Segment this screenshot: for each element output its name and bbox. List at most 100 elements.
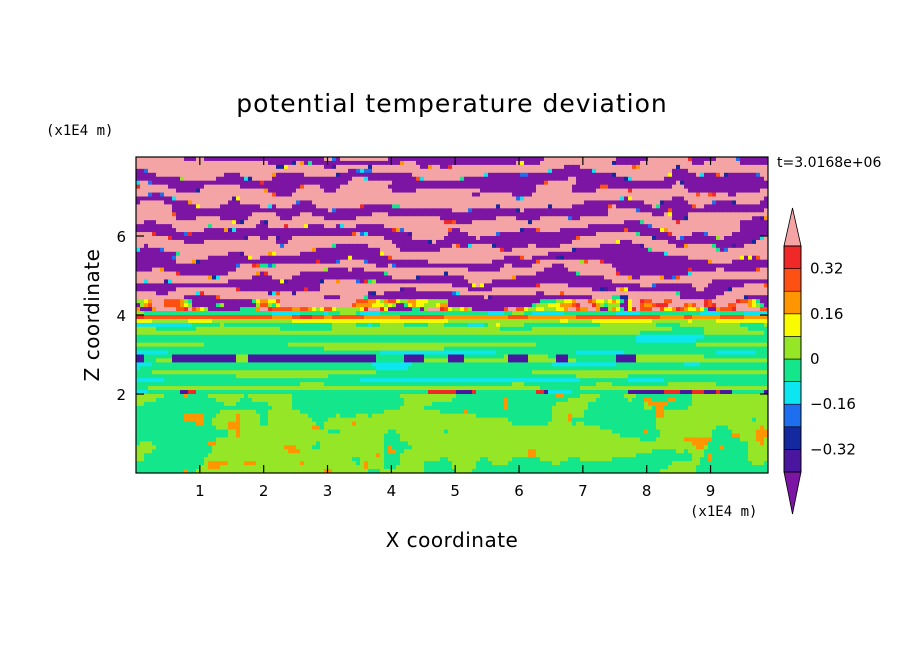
heatmap-cell [544,216,549,221]
heatmap-cell [696,276,701,281]
heatmap-cell [704,204,709,209]
heatmap-cell [440,165,445,170]
heatmap-cell [224,177,229,182]
heatmap-cell [620,197,625,202]
heatmap-cell [688,181,693,186]
heatmap-cell [648,244,653,249]
heatmap-cell [172,272,177,277]
heatmap-cell [360,193,365,198]
heatmap-cell [576,220,581,225]
heatmap-cell [756,197,761,202]
heatmap-cell [324,212,329,217]
heatmap-cell [436,197,441,202]
heatmap-cell [184,248,189,253]
heatmap-cell [760,220,765,225]
heatmap-cell [656,197,661,202]
heatmap-cell [176,248,181,253]
heatmap-cell [680,181,685,186]
heatmap-cell [216,256,221,261]
heatmap-cell [472,216,477,221]
heatmap-cell [236,177,241,182]
heatmap-cell [348,220,353,225]
heatmap-cell [248,279,253,284]
heatmap-cell [256,193,261,198]
heatmap-cell [628,185,633,190]
heatmap-cell [728,185,733,190]
heatmap-cell [372,157,377,162]
heatmap-cell [148,165,153,170]
heatmap-cell [392,216,397,221]
heatmap-cell [252,272,257,277]
heatmap-cell [336,264,341,269]
heatmap-cell [744,256,749,261]
heatmap-cell [392,248,397,253]
heatmap-cell [712,240,717,245]
heatmap-cell [400,173,405,178]
heatmap-cell [312,244,317,249]
heatmap-cell [344,200,349,205]
heatmap-cell [320,276,325,281]
heatmap-cell [580,224,585,229]
heatmap-cell [456,161,461,166]
heatmap-cell [260,216,265,221]
heatmap-cell [296,232,301,237]
heatmap-cell [588,228,593,233]
heatmap-cell [572,157,577,162]
heatmap-cell [636,157,641,162]
heatmap-cell [596,232,601,237]
heatmap-cell [480,212,485,217]
heatmap-cell [180,204,185,209]
heatmap-cell [736,252,741,257]
heatmap-cell [368,260,373,265]
heatmap-cell [144,161,149,166]
heatmap-cell [508,216,513,221]
heatmap-cell [344,181,349,186]
heatmap-cell [668,193,673,198]
heatmap-cell [556,193,561,198]
heatmap-cell [144,276,149,281]
heatmap-cell [412,212,417,217]
heatmap-cell [712,161,717,166]
heatmap-cell [612,268,617,273]
heatmap-cell [544,165,549,170]
heatmap-cell [452,248,457,253]
heatmap-cell [296,208,301,213]
heatmap-cell [592,208,597,213]
heatmap-cell [728,212,733,217]
heatmap-cell [632,216,637,221]
heatmap-cell [632,181,637,186]
heatmap-cell [168,224,173,229]
heatmap-cell [596,256,601,261]
heatmap-cell [184,232,189,237]
heatmap-cell [232,197,237,202]
heatmap-cell [388,232,393,237]
heatmap-cell [312,200,317,205]
heatmap-cell [196,177,201,182]
heatmap-cell [600,220,605,225]
heatmap-cell [616,181,621,186]
heatmap-cell [636,189,641,194]
heatmap-cell [452,212,457,217]
heatmap-cell [668,173,673,178]
heatmap-cell [396,193,401,198]
heatmap-cell [204,157,209,162]
heatmap-cell [516,208,521,213]
heatmap-cell [760,268,765,273]
heatmap-cell [448,157,453,162]
heatmap-cell [468,200,473,205]
heatmap-cell [368,220,373,225]
heatmap-cell [156,256,161,261]
heatmap-cell [616,248,621,253]
heatmap-cell [184,276,189,281]
heatmap-cell [244,204,249,209]
heatmap-cell [632,193,637,198]
heatmap-cell [404,165,409,170]
heatmap-cell [312,212,317,217]
heatmap-cell [532,204,537,209]
heatmap-cell [676,248,681,253]
heatmap-cell [180,208,185,213]
heatmap-cell [540,165,545,170]
heatmap-cell [752,272,757,277]
heatmap-cell [304,276,309,281]
heatmap-cell [480,272,485,277]
